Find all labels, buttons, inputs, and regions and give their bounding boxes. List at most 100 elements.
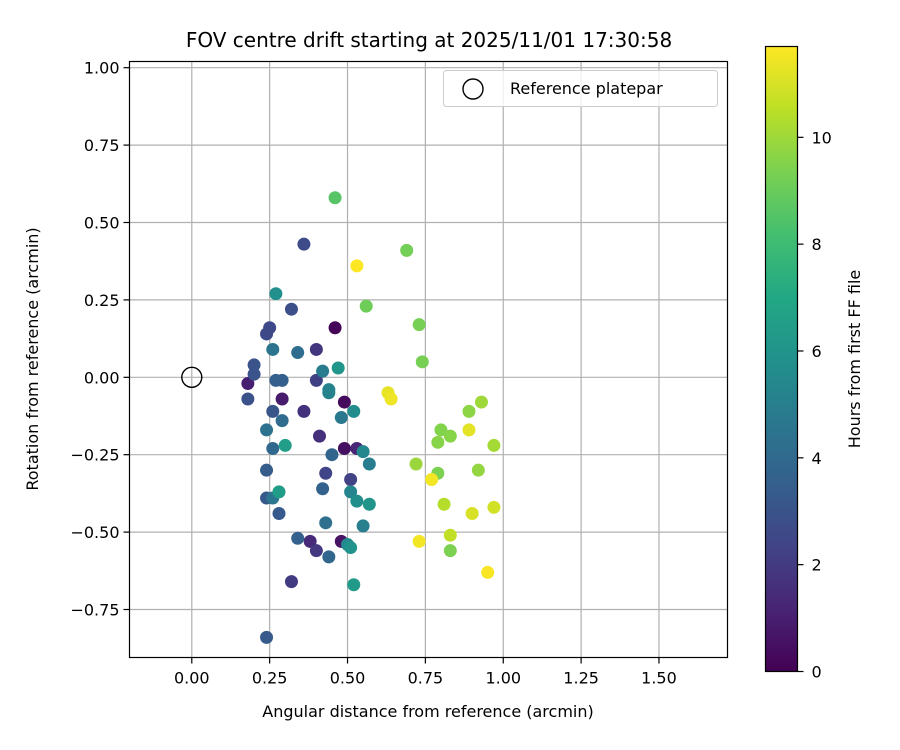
colorbar-tick-label: 2 <box>812 556 822 575</box>
legend-marker-reference <box>462 78 484 100</box>
data-point <box>362 497 376 511</box>
colorbar-tick-label: 8 <box>812 235 822 254</box>
y-tick-label: 0.25 <box>84 291 120 310</box>
data-point <box>297 237 311 251</box>
data-point <box>362 457 376 471</box>
data-point <box>266 442 280 456</box>
data-point <box>322 550 336 564</box>
data-point <box>316 364 330 378</box>
data-point <box>284 575 298 589</box>
colorbar-label: Hours from first FF file <box>845 270 864 449</box>
data-point <box>400 243 414 257</box>
data-point <box>356 519 370 533</box>
colorbar-tick-label: 10 <box>812 128 832 147</box>
reference-platepar-marker <box>181 366 203 389</box>
legend-label-reference: Reference platepar <box>510 79 663 98</box>
data-point <box>462 404 476 418</box>
data-point <box>344 541 358 555</box>
colorbar-ticks: 0 2 4 6 8 10 <box>797 128 832 682</box>
data-point <box>462 423 476 437</box>
y-tick-label: 1.00 <box>84 59 120 78</box>
y-axis-ticks: −0.75 −0.50 −0.25 0.00 0.25 0.50 0.75 1.00 <box>70 59 130 620</box>
data-points <box>241 191 501 644</box>
data-point <box>325 448 339 462</box>
data-point <box>291 531 305 545</box>
y-tick-label: −0.75 <box>70 601 119 620</box>
data-point <box>443 528 457 542</box>
data-point <box>322 386 336 400</box>
data-point <box>337 395 351 409</box>
data-point <box>297 404 311 418</box>
data-point <box>309 373 323 387</box>
data-point <box>347 404 361 418</box>
data-point <box>309 342 323 356</box>
data-point <box>247 358 261 372</box>
data-point <box>347 578 361 592</box>
data-point <box>465 507 479 521</box>
data-point <box>319 516 333 530</box>
data-point <box>260 327 274 341</box>
data-point <box>272 507 286 521</box>
data-point <box>337 442 351 456</box>
colorbar-tick-label: 0 <box>812 663 822 682</box>
x-tick-label: 0.75 <box>408 669 444 688</box>
data-point <box>328 321 342 335</box>
data-point <box>247 367 261 381</box>
data-point <box>334 411 348 425</box>
data-point <box>409 457 423 471</box>
data-point <box>309 544 323 558</box>
data-point <box>331 361 345 375</box>
data-point <box>443 544 457 558</box>
data-point <box>481 565 495 579</box>
data-point <box>316 482 330 496</box>
y-axis-label: Rotation from reference (arcmin) <box>23 227 42 490</box>
data-point <box>303 534 317 548</box>
data-point <box>443 429 457 443</box>
y-tick-label: 0.50 <box>84 213 120 232</box>
reference-layer <box>181 366 203 389</box>
legend: Reference platepar <box>443 70 718 107</box>
grid-lines <box>129 61 728 658</box>
data-point <box>474 395 488 409</box>
data-point <box>415 355 429 369</box>
data-point <box>266 404 280 418</box>
data-point <box>272 485 286 499</box>
data-point <box>269 287 283 301</box>
x-tick-label: 1.00 <box>485 669 521 688</box>
data-point <box>344 485 358 499</box>
data-point <box>412 534 426 548</box>
x-tick-label: 0.25 <box>252 669 288 688</box>
data-point <box>487 500 501 514</box>
data-point <box>350 259 364 273</box>
data-point <box>260 423 274 437</box>
y-tick-label: 0.75 <box>84 136 120 155</box>
x-tick-label: 0.50 <box>330 669 366 688</box>
data-point <box>487 438 501 452</box>
x-axis-label: Angular distance from reference (arcmin) <box>262 702 593 721</box>
data-point <box>275 392 289 406</box>
data-point <box>284 302 298 316</box>
data-point <box>350 494 364 508</box>
x-tick-label: 0.00 <box>174 669 210 688</box>
data-point <box>241 392 255 406</box>
data-point <box>266 342 280 356</box>
data-point <box>412 318 426 332</box>
y-tick-label: −0.50 <box>70 523 119 542</box>
data-point <box>384 392 398 406</box>
data-point <box>356 445 370 459</box>
data-point <box>269 373 283 387</box>
data-point <box>291 346 305 360</box>
colorbar-tick-label: 4 <box>812 449 822 468</box>
data-point <box>312 429 326 443</box>
data-point <box>260 463 274 477</box>
data-point <box>328 191 342 205</box>
data-point <box>431 435 445 449</box>
data-point <box>471 463 485 477</box>
data-point <box>425 472 439 486</box>
data-point <box>241 376 255 390</box>
y-tick-label: 0.00 <box>84 368 120 387</box>
y-tick-label: −0.25 <box>70 446 119 465</box>
data-point <box>434 423 448 437</box>
x-tick-label: 1.50 <box>641 669 677 688</box>
